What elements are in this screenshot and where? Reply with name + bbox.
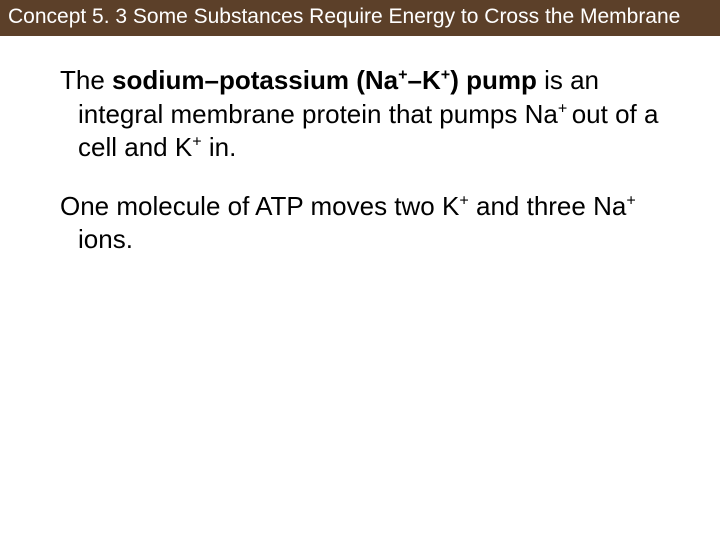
paragraph-1: The sodium–potassium (Na+–K+) pump is an… xyxy=(60,64,670,164)
header-title: Concept 5. 3 Some Substances Require Ene… xyxy=(8,5,680,28)
paragraph-2: One molecule of ATP moves two K+ and thr… xyxy=(60,190,670,257)
slide-header: Concept 5. 3 Some Substances Require Ene… xyxy=(0,0,720,36)
slide-content: The sodium–potassium (Na+–K+) pump is an… xyxy=(0,36,720,256)
